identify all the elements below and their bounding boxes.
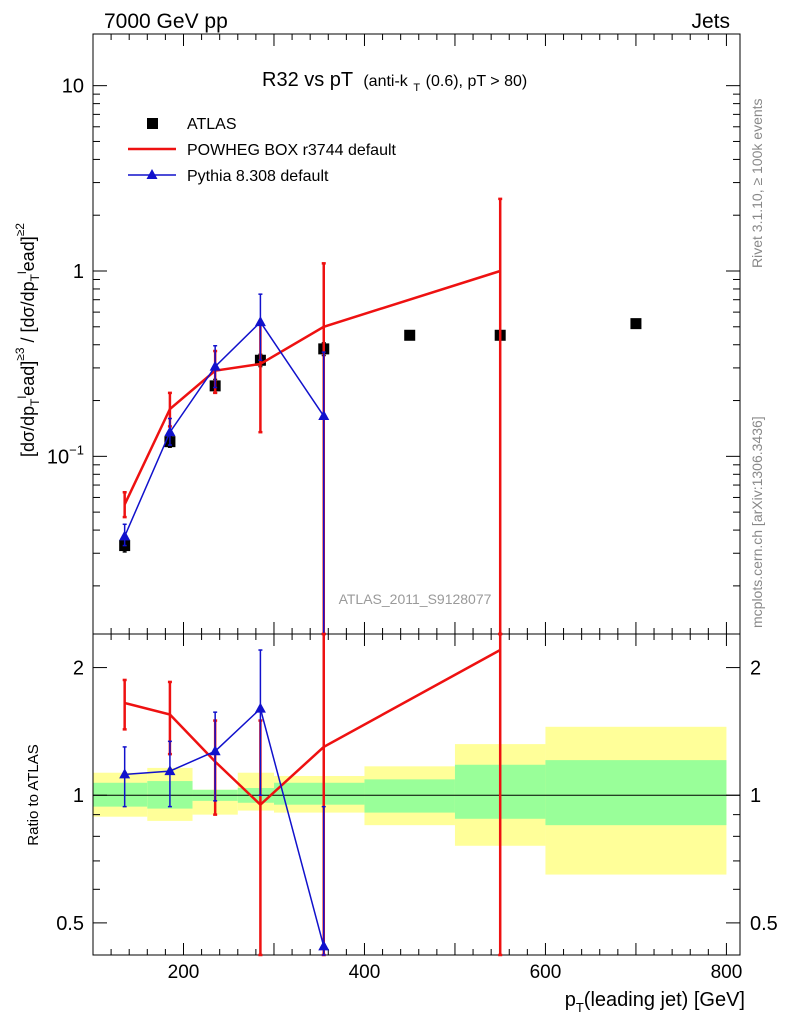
ratio-point-triangle — [119, 768, 131, 779]
chart-title-sub-subscript: T — [413, 82, 420, 94]
ratio-y-tick-label-right: 2 — [750, 658, 761, 680]
ratio-line-2 — [124, 707, 325, 947]
ratio-plot-frame — [92, 633, 741, 956]
main-plot: 10−1 1 10 — [47, 33, 741, 636]
legend: ATLAS POWHEG BOX r3744 default Pythia 8.… — [128, 116, 397, 185]
header-right: Jets — [691, 10, 730, 33]
y-tick-label: 10−1 — [47, 442, 84, 468]
ratio-y-tick-label: 1 — [73, 785, 84, 807]
legend-item-powheg: POWHEG BOX r3744 default — [128, 142, 397, 159]
legend-item-pythia: Pythia 8.308 default — [128, 168, 329, 185]
series-line-1 — [123, 269, 501, 505]
legend-label-powheg: POWHEG BOX r3744 default — [187, 142, 397, 159]
ratio-point-triangle — [254, 702, 266, 713]
data-point-triangle — [209, 360, 221, 371]
ratio-point-triangle — [209, 745, 221, 756]
ratio-band-inner — [273, 782, 365, 805]
data-point-triangle — [119, 530, 131, 541]
rivet-version-text: Rivet 3.1.10, ≥ 100k events — [749, 98, 765, 268]
ratio-point-triangle — [318, 940, 330, 951]
ratio-band-inner — [93, 782, 148, 807]
ratio-band-inner — [545, 760, 727, 826]
ratio-y-tick-label: 0.5 — [56, 913, 84, 935]
x-axis-label-rest: (leading jet) [GeV] — [584, 989, 745, 1011]
x-axis-label-main: p — [565, 989, 576, 1011]
x-tick-label: 600 — [530, 962, 562, 983]
header-left: 7000 GeV pp — [104, 10, 228, 33]
x-tick-label: 800 — [711, 962, 743, 983]
chart-title: R32 vs pT (anti-k T (0.6), pT > 80) — [262, 69, 527, 96]
x-tick-label: 400 — [349, 962, 381, 983]
mcplots-source-text: mcplots.cern.ch [arXiv:1306.3436] — [749, 416, 765, 628]
data-point-triangle — [318, 410, 330, 421]
legend-label-atlas: ATLAS — [187, 116, 237, 133]
ratio-plot: 200 400 600 800 0.5 0.5 1 1 2 2 — [56, 622, 778, 983]
chart-title-sub-prefix: (anti-k — [363, 73, 408, 90]
ratio-line-1 — [124, 648, 501, 807]
data-point-triangle — [164, 426, 176, 437]
ratio-band-inner — [364, 779, 455, 813]
ratio-point-triangle — [164, 765, 176, 776]
chart-title-sub-suffix: (0.6), pT > 80) — [426, 73, 528, 90]
legend-label-pythia: Pythia 8.308 default — [187, 168, 329, 185]
y-axis-label-main: [dσ/dpTlead]≥3 / [dσ/dpTlead]≥2 — [13, 223, 42, 457]
data-point-square — [630, 318, 642, 330]
ratio-y-tick-label-right: 1 — [750, 785, 761, 807]
data-point-triangle — [254, 316, 266, 327]
legend-marker-square — [147, 118, 158, 129]
ratio-y-tick-label: 2 — [73, 658, 84, 680]
data-point-square — [404, 329, 416, 341]
analysis-watermark: ATLAS_2011_S9128077 — [339, 591, 492, 607]
chart-title-main: R32 vs pT — [262, 69, 353, 91]
legend-marker-triangle — [146, 169, 158, 179]
y-tick-label: 10 — [62, 76, 84, 98]
series-line-2 — [123, 320, 325, 537]
legend-item-atlas: ATLAS — [147, 116, 237, 133]
y-tick-label: 1 — [73, 261, 84, 283]
y-axis-label-ratio: Ratio to ATLAS — [25, 744, 42, 845]
x-tick-label: 200 — [168, 962, 200, 983]
ratio-y-tick-label-right: 0.5 — [750, 913, 778, 935]
x-axis-label-sub: T — [576, 1000, 584, 1015]
x-axis-label: pT(leading jet) [GeV] — [565, 989, 745, 1015]
